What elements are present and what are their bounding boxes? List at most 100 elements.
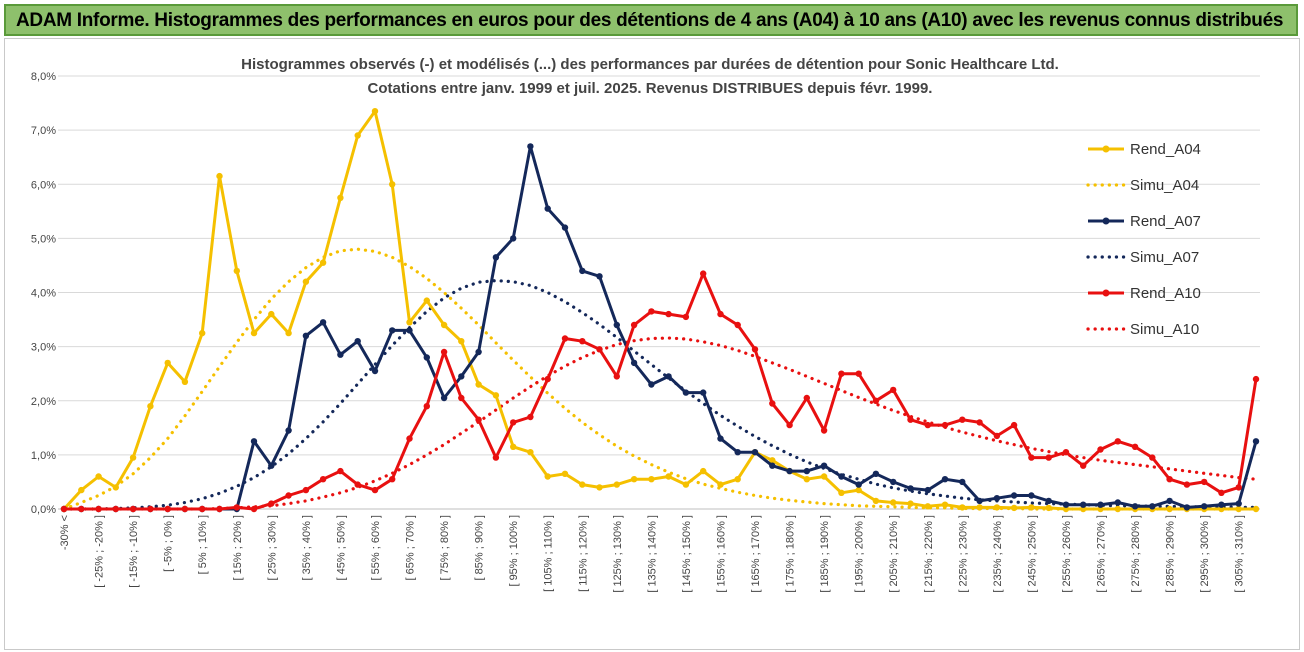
data-point <box>181 378 189 385</box>
data-point <box>147 505 154 513</box>
data-point <box>820 473 828 480</box>
data-point <box>475 381 482 388</box>
data-point <box>371 108 379 115</box>
data-point <box>1252 505 1260 513</box>
data-point <box>510 235 517 242</box>
rend_a04-line <box>62 109 1256 511</box>
x-tick-label: [ 45% ; 50% ] <box>335 515 347 580</box>
y-tick-label: 6,0% <box>31 179 56 191</box>
data-point <box>250 505 258 513</box>
data-point <box>233 267 240 275</box>
data-point <box>216 172 223 180</box>
legend-marker <box>1102 145 1110 153</box>
data-point <box>1201 478 1208 486</box>
data-point <box>734 449 741 456</box>
x-tick-label: [ 205% ; 210% ] <box>888 515 900 593</box>
data-point <box>406 435 413 442</box>
data-point <box>1097 501 1104 508</box>
data-point <box>440 394 448 402</box>
data-point <box>510 419 517 426</box>
data-point <box>872 470 880 477</box>
data-point <box>492 392 500 399</box>
legend-item-rend_a04: Rend_A04 <box>1088 141 1201 158</box>
data-point <box>1218 501 1225 508</box>
y-tick-label: 0,0% <box>31 504 56 516</box>
data-point <box>233 504 240 511</box>
data-point <box>1010 492 1018 499</box>
data-point <box>734 476 741 483</box>
x-tick-label: [ 95% ; 100% ] <box>508 515 520 587</box>
x-tick-label: [ 265% ; 270% ] <box>1096 515 1108 593</box>
data-point <box>423 297 430 304</box>
y-tick-label: 7,0% <box>31 125 56 137</box>
data-point <box>268 462 275 469</box>
data-point <box>199 505 206 513</box>
series-group <box>60 108 1260 513</box>
x-tick-label: [ 105% ; 110% ] <box>543 515 555 592</box>
data-point <box>250 329 258 337</box>
data-point <box>613 321 620 329</box>
data-point <box>838 473 845 480</box>
data-point <box>1166 505 1173 513</box>
data-point <box>1114 438 1122 445</box>
data-point <box>371 486 379 494</box>
data-point <box>440 321 448 329</box>
data-point <box>803 394 810 402</box>
data-point <box>993 504 1001 511</box>
x-tick-label: [ 55% ; 60% ] <box>370 515 382 580</box>
data-point <box>855 486 862 494</box>
data-point <box>129 505 137 513</box>
data-point <box>268 310 275 318</box>
data-point <box>1131 503 1139 510</box>
x-tick-label: [ 245% ; 250% ] <box>1026 515 1038 593</box>
data-point <box>354 132 361 139</box>
chart-frame <box>4 38 1300 650</box>
data-point <box>751 449 759 456</box>
data-point <box>959 478 966 486</box>
data-point <box>527 449 534 456</box>
data-point <box>199 329 206 337</box>
x-tick-label: [ 275% ; 280% ] <box>1130 515 1142 593</box>
data-point <box>717 435 724 442</box>
data-point <box>458 373 465 380</box>
data-point <box>1114 505 1122 513</box>
data-point <box>354 481 361 488</box>
chart-title-line-2: Cotations entre janv. 1999 et juil. 2025… <box>368 80 933 97</box>
chart-title-line-1: Histogrammes observés (-) et modélisés (… <box>241 56 1059 73</box>
data-point <box>1028 504 1035 511</box>
data-point <box>838 370 845 377</box>
data-point <box>527 413 534 421</box>
rend_a07-line <box>64 144 1258 511</box>
data-point <box>544 375 551 383</box>
x-tick-label: [ -15% ; -10% ] <box>128 515 140 588</box>
x-tick-label: [ 135% ; 140% ] <box>646 515 658 593</box>
y-tick-label: 8,0% <box>31 71 56 83</box>
data-point <box>319 259 327 266</box>
x-tick-label: [ 5% ; 10% ] <box>197 515 209 574</box>
y-tick-label: 5,0% <box>31 233 56 245</box>
data-point <box>734 321 741 329</box>
data-point <box>285 329 292 337</box>
legend-item-simu_a04: Simu_A04 <box>1086 177 1199 194</box>
x-tick-label: [ -25% ; -20% ] <box>94 515 106 588</box>
x-tick-label: [ 25% ; 30% ] <box>266 515 278 580</box>
data-point <box>803 476 810 483</box>
rend_a10-line <box>64 272 1258 511</box>
data-point <box>302 278 310 285</box>
data-point <box>354 338 361 345</box>
data-point <box>458 394 465 402</box>
y-axis: 0,0% 1,0% 2,0% 3,0% 4,0% 5,0% 6,0% 7,0% 8,0% <box>31 71 56 516</box>
data-point <box>648 381 655 388</box>
data-point <box>579 267 586 275</box>
x-tick-label: [ 175% ; 180% ] <box>785 515 797 593</box>
data-point <box>1080 501 1087 508</box>
series-rend_a10 <box>60 270 1260 513</box>
data-point <box>337 194 344 201</box>
data-point <box>976 497 983 505</box>
data-point <box>941 501 949 508</box>
data-point <box>786 467 793 475</box>
x-tick-label: [ 125% ; 130% ] <box>612 515 624 593</box>
data-point <box>1062 449 1070 456</box>
data-point <box>596 273 603 280</box>
data-point <box>544 473 551 480</box>
